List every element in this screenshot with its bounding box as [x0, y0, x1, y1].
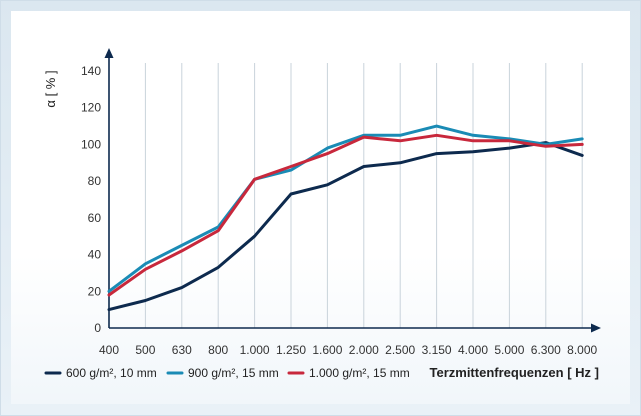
grid: [144, 63, 583, 328]
y-axis-label: α [ % ]: [43, 70, 58, 107]
x-tick-3.150: 3.150: [422, 343, 452, 357]
y-tick-0: 0: [94, 321, 101, 335]
x-tick-4.000: 4.000: [458, 343, 488, 357]
y-axis-arrow: [104, 48, 114, 58]
y-tick-120: 120: [81, 101, 101, 115]
x-axis-label: Terzmittenfrequenzen [ Hz ]: [430, 365, 600, 380]
series-line-3: [107, 133, 584, 297]
x-tick-400: 400: [99, 343, 119, 357]
legend-item-1: 600 g/m², 10 mm: [44, 366, 157, 380]
axes: [104, 48, 601, 333]
x-tick-2.500: 2.500: [385, 343, 415, 357]
x-tick-2.000: 2.000: [349, 343, 379, 357]
series-line-1: [107, 141, 584, 312]
x-tick-630: 630: [172, 343, 192, 357]
legend-item-3: 1.000 g/m², 15 mm: [287, 366, 410, 380]
x-axis-arrow: [591, 323, 601, 333]
x-tick-1.250: 1.250: [276, 343, 306, 357]
y-tick-20: 20: [88, 284, 102, 298]
line-chart: 0 20 40 60 80 100 120 140 400 500 630 800 1.000 1.25…: [43, 48, 601, 380]
x-tick-8.000: 8.000: [567, 343, 597, 357]
x-tick-800: 800: [208, 343, 228, 357]
y-tick-40: 40: [88, 248, 102, 262]
y-tick-80: 80: [88, 174, 102, 188]
legend-label-2: 900 g/m², 15 mm: [188, 366, 279, 380]
legend-label-1: 600 g/m², 10 mm: [66, 366, 157, 380]
x-tick-1.600: 1.600: [312, 343, 342, 357]
x-tick-5.000: 5.000: [494, 343, 524, 357]
chart-panel: 0 20 40 60 80 100 120 140 400 500 630 800 1.000 1.25…: [11, 11, 630, 404]
legend: 600 g/m², 10 mm 900 g/m², 15 mm 1.000 g/m²…: [44, 366, 410, 380]
y-tick-labels: 0 20 40 60 80 100 120 140: [81, 64, 101, 335]
y-tick-60: 60: [88, 211, 102, 225]
y-tick-140: 140: [81, 64, 101, 78]
y-tick-100: 100: [81, 137, 101, 151]
x-tick-500: 500: [135, 343, 155, 357]
series-line-2: [107, 124, 584, 293]
legend-item-2: 900 g/m², 15 mm: [166, 366, 279, 380]
series-lines: [107, 124, 584, 312]
legend-label-3: 1.000 g/m², 15 mm: [309, 366, 410, 380]
x-tick-labels: 400 500 630 800 1.000 1.250 1.600 2.000 2.500 3.1…: [99, 343, 598, 357]
x-tick-6.300: 6.300: [531, 343, 561, 357]
x-tick-1.000: 1.000: [240, 343, 270, 357]
